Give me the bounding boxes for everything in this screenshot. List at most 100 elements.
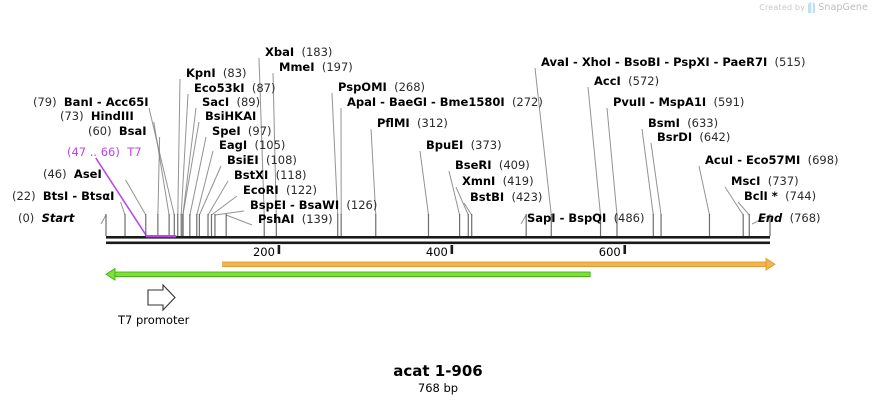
t7-feature-bar [145, 235, 177, 238]
enzyme-label-pshai[interactable]: PshAI (139) [258, 213, 333, 225]
cut-site-tick [525, 214, 527, 236]
label-leader [751, 214, 771, 225]
label-leader [198, 165, 222, 216]
cut-site-tick [124, 214, 126, 236]
enzyme-label-bspei[interactable]: BspEI - BsaWI (126) [250, 199, 377, 211]
cut-site-tick [375, 214, 377, 236]
enzyme-name: EagI [219, 138, 248, 152]
enzyme-position: (139) [301, 212, 333, 226]
label-leader [180, 93, 189, 216]
cut-site-tick [168, 214, 170, 236]
enzyme-name: XhoI [581, 55, 612, 69]
enzyme-name: PvuII [613, 95, 646, 109]
enzyme-label-mmei[interactable]: MmeI (197) [279, 61, 353, 73]
orange-track-bar [222, 261, 767, 267]
enzyme-label-bseri[interactable]: BseRI (409) [455, 159, 530, 171]
enzyme-label-hindiii[interactable]: (73) HindIII [60, 110, 134, 122]
t7-promoter-arrow-shape [147, 283, 176, 312]
enzyme-label-bani[interactable]: (79) BanI - Acc65I [33, 96, 149, 108]
page-subtitle: 768 bp [417, 381, 459, 395]
enzyme-position: (373) [470, 138, 502, 152]
enzyme-label-bsrdi[interactable]: BsrDI (642) [657, 131, 730, 143]
enzyme-position: (47 .. 66) [67, 145, 120, 159]
cut-site-tick [189, 214, 191, 236]
enzyme-position: (108) [266, 153, 297, 167]
name-separator: - [555, 211, 569, 225]
label-leader [641, 128, 654, 216]
enzyme-label-t7[interactable]: (47 .. 66) T7 [67, 146, 142, 158]
enzyme-position: (419) [502, 174, 534, 188]
enzyme-name: End [758, 211, 783, 225]
label-leader [448, 170, 461, 216]
label-leader [214, 210, 245, 216]
cut-site-tick [173, 214, 175, 236]
enzyme-name: HindIII [90, 109, 134, 123]
enzyme-label-avai[interactable]: AvaI - XhoI - BsoBI - PspXI - PaeR7I (51… [541, 56, 805, 68]
enzyme-name: BstXI [234, 168, 269, 182]
enzyme-position: (105) [254, 138, 286, 152]
enzyme-label-xmni[interactable]: XmnI (419) [462, 175, 534, 187]
cut-site-tick [769, 214, 771, 236]
enzyme-position: (737) [767, 174, 799, 188]
name-separator: - [709, 55, 723, 69]
enzyme-label-apai[interactable]: ApaI - BaeGI - Bme1580I (272) [347, 96, 543, 108]
enzyme-label-xbai[interactable]: XbaI (183) [265, 46, 332, 58]
enzyme-label-bsihkai[interactable]: BsiHKAI [205, 110, 256, 122]
label-leader [370, 128, 377, 216]
enzyme-label-acui[interactable]: AcuI - Eco57MI (698) [705, 154, 839, 166]
enzyme-label-bcli[interactable]: BclI * (744) [744, 190, 816, 202]
enzyme-label-asei[interactable]: (46) AseI [43, 168, 102, 180]
label-leader [534, 67, 552, 216]
label-leader [587, 86, 601, 216]
enzyme-position: (486) [613, 211, 645, 225]
enzyme-label-saci[interactable]: SacI (89) [202, 96, 260, 108]
watermark-prefix: Created by [759, 3, 806, 12]
name-separator: - [660, 55, 674, 69]
label-leader [211, 195, 238, 216]
name-separator: - [92, 95, 106, 109]
enzyme-label-start[interactable]: (0) Start [18, 212, 74, 224]
enzyme-label-pvuii[interactable]: PvuII - MspA1I (591) [613, 96, 744, 108]
label-leader [196, 150, 214, 216]
backbone-line-top [106, 236, 770, 239]
enzyme-name: BspEI [250, 198, 286, 212]
enzyme-name: SapI [527, 211, 556, 225]
enzyme-label-acci[interactable]: AccI (572) [594, 75, 659, 87]
enzyme-label-end[interactable]: End (768) [758, 212, 821, 224]
enzyme-label-kpni[interactable]: KpnI (83) [186, 67, 247, 79]
ruler-tick [623, 245, 627, 254]
label-leader [148, 107, 175, 216]
snapgene-logo-icon [808, 2, 816, 13]
cut-site-tick [182, 214, 184, 236]
enzyme-label-bstbi[interactable]: BstBI (423) [470, 191, 542, 203]
enzyme-label-pflmi[interactable]: PflMI (312) [377, 117, 448, 129]
enzyme-label-ecori[interactable]: EcoRI (122) [243, 184, 317, 196]
cut-site-tick [427, 214, 430, 236]
label-leader [258, 57, 265, 216]
cut-site-tick [337, 214, 339, 236]
cut-site-tick [225, 214, 227, 236]
enzyme-label-eagi[interactable]: EagI (105) [219, 139, 285, 151]
name-separator: - [733, 153, 746, 167]
enzyme-label-eco53ki[interactable]: Eco53kI (87) [194, 82, 275, 94]
enzyme-name: Eco57MI [745, 153, 801, 167]
enzyme-position: (0) [18, 211, 35, 225]
name-separator: - [611, 55, 624, 69]
enzyme-label-bsmi[interactable]: BsmI (633) [648, 117, 718, 129]
enzyme-label-pspomi[interactable]: PspOMI (268) [338, 81, 425, 93]
enzyme-position: (515) [774, 55, 806, 69]
cut-site-tick [652, 214, 654, 236]
enzyme-label-bpuei[interactable]: BpuEI (373) [426, 139, 502, 151]
enzyme-label-btsi[interactable]: (22) BtsI - BtsαI [12, 190, 114, 202]
t7-promoter-arrow [147, 283, 176, 312]
enzyme-label-bsai[interactable]: (60) BsaI [88, 125, 147, 137]
enzyme-label-sapi[interactable]: SapI - BspQI (486) [527, 212, 645, 224]
cut-site-tick [177, 214, 179, 236]
label-leader [606, 107, 618, 216]
label-leader [455, 186, 469, 216]
enzyme-label-bsiei[interactable]: BsiEI (108) [227, 154, 297, 166]
enzyme-label-msci[interactable]: MscI (737) [731, 175, 799, 187]
green-track-bar [114, 271, 591, 277]
enzyme-label-spei[interactable]: SpeI (97) [212, 125, 272, 137]
enzyme-label-bstxi[interactable]: BstXI (118) [234, 169, 307, 181]
